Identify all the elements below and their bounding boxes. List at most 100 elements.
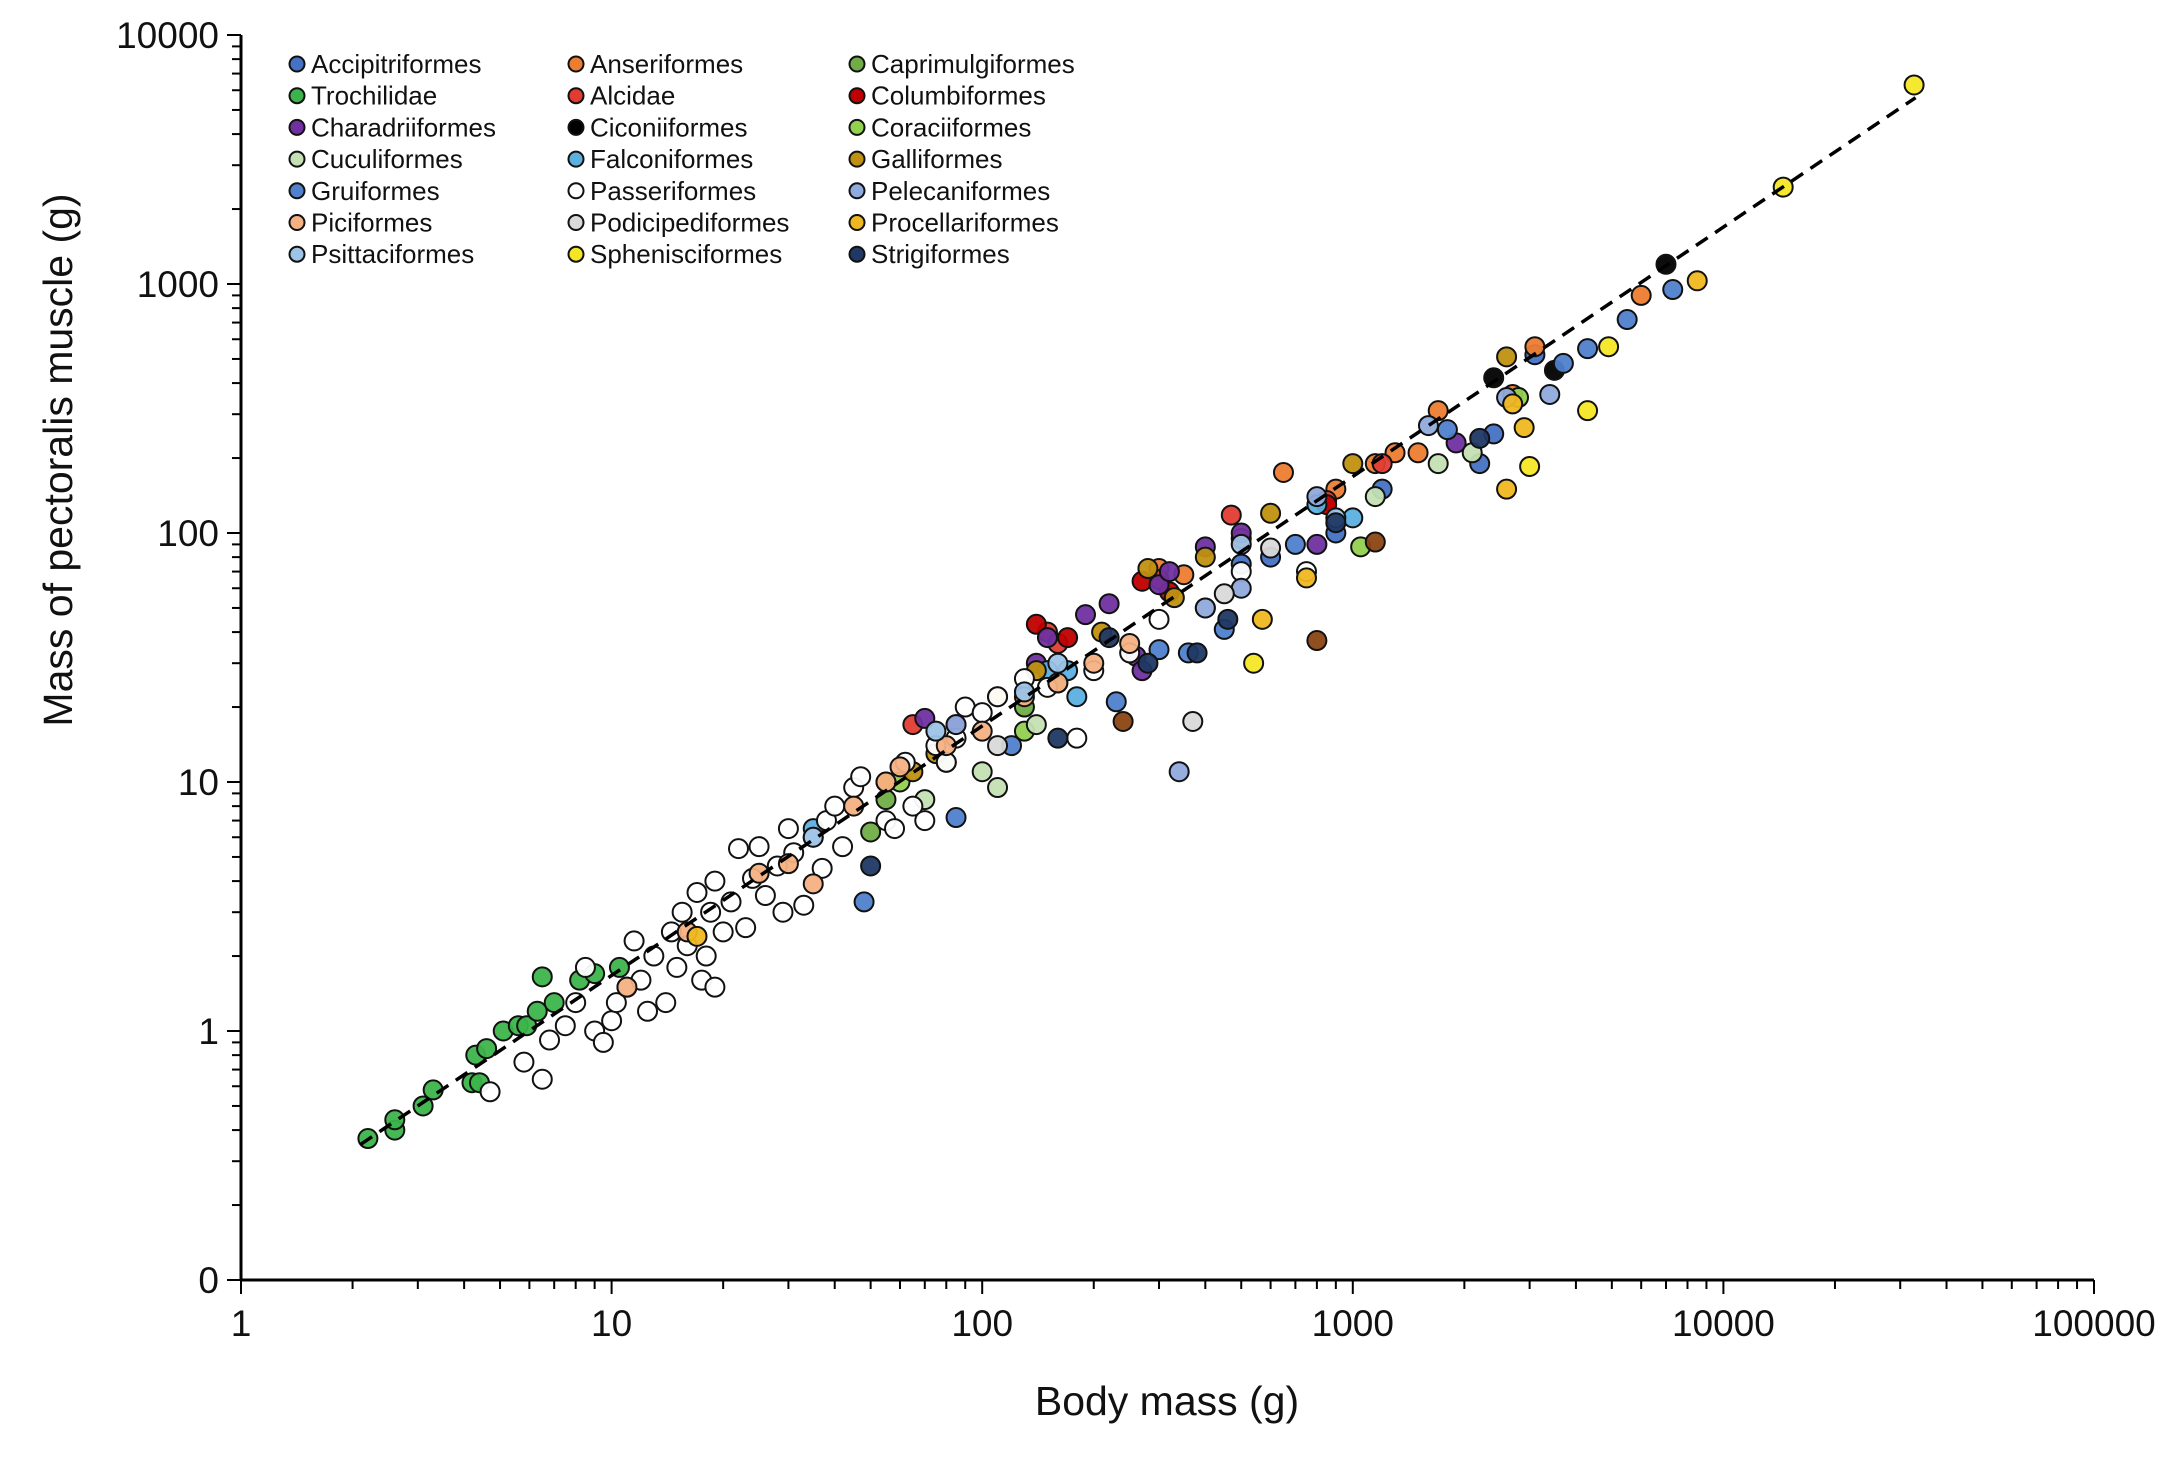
data-point	[712, 921, 734, 943]
legend-item: Strigiformes	[848, 239, 1010, 269]
data-point	[1220, 504, 1242, 526]
legend-label: Strigiformes	[871, 239, 1010, 269]
legend-label: Caprimulgiformes	[871, 49, 1075, 79]
data-point	[616, 976, 638, 998]
data-point	[1496, 346, 1518, 368]
data-point	[1098, 593, 1120, 615]
legend-item: Ciconiiformes	[567, 112, 748, 142]
data-point	[1036, 627, 1058, 649]
legend-item: Charadriiformes	[288, 112, 496, 142]
data-point	[945, 714, 967, 736]
y-tick-label: 1	[198, 1011, 219, 1052]
data-point	[1306, 630, 1328, 652]
data-point	[772, 901, 794, 923]
legend-label: Piciformes	[311, 208, 432, 238]
data-point	[1112, 710, 1134, 732]
legend-item: Passeriformes	[567, 176, 756, 206]
data-point	[476, 1038, 498, 1060]
data-point	[1630, 284, 1652, 306]
series-anseriformes	[1148, 284, 1652, 586]
data-point	[914, 810, 936, 832]
legend-item: Anseriformes	[567, 49, 743, 79]
series-unlabeled	[1112, 531, 1386, 732]
x-tick-label: 100	[951, 1303, 1013, 1344]
legend-item: Gruiformes	[288, 176, 440, 206]
data-point	[666, 956, 688, 978]
data-point	[1066, 727, 1088, 749]
data-point	[987, 686, 1009, 708]
data-point	[875, 789, 897, 811]
legend-item: Accipitriformes	[288, 49, 481, 79]
data-point	[748, 862, 770, 884]
legend-label: Sphenisciformes	[590, 239, 782, 269]
data-point	[1436, 419, 1458, 441]
data-point	[1325, 512, 1347, 534]
data-point	[1217, 608, 1239, 630]
y-tick-label: 10000	[116, 15, 219, 56]
data-point	[832, 836, 854, 858]
legend-marker	[848, 118, 866, 136]
data-points	[357, 74, 1925, 1150]
data-point	[531, 1068, 553, 1090]
data-point	[850, 766, 872, 788]
legend-marker	[567, 245, 585, 263]
data-point	[1364, 531, 1386, 553]
data-point	[853, 891, 875, 913]
legend-marker	[567, 182, 585, 200]
data-point	[637, 1000, 659, 1022]
data-point	[748, 836, 770, 858]
data-point	[1083, 652, 1105, 674]
data-point	[1483, 367, 1505, 389]
data-point	[1158, 561, 1180, 583]
data-point	[971, 702, 993, 724]
legend-label: Falconiformes	[590, 144, 753, 174]
legend-marker	[848, 150, 866, 168]
data-point	[802, 873, 824, 895]
data-point	[1119, 632, 1141, 654]
legend-item: Procellariformes	[848, 208, 1059, 238]
data-point	[1552, 352, 1574, 374]
data-point	[671, 901, 693, 923]
data-point	[592, 1031, 614, 1053]
series-cuculiformes	[914, 442, 1483, 811]
legend-label: Coraciiformes	[871, 112, 1031, 142]
data-point	[1284, 533, 1306, 555]
legend-label: Gruiformes	[311, 176, 440, 206]
data-point	[1163, 587, 1185, 609]
y-tick-label: 0	[198, 1260, 219, 1301]
data-point	[695, 945, 717, 967]
data-point	[1137, 558, 1159, 580]
data-point	[1407, 442, 1429, 464]
data-point	[793, 894, 815, 916]
legend-marker	[288, 87, 306, 105]
data-point	[1598, 336, 1620, 358]
x-tick-label: 10000	[1672, 1303, 1775, 1344]
series-gruiformes	[853, 279, 1684, 913]
data-point	[1577, 338, 1599, 360]
data-point	[1469, 427, 1491, 449]
legend-label: Charadriiformes	[311, 112, 496, 142]
data-point	[686, 881, 708, 903]
data-point	[1662, 279, 1684, 301]
legend-label: Alcidae	[590, 81, 675, 111]
data-point	[605, 992, 627, 1014]
legend-label: Trochilidae	[311, 81, 437, 111]
data-point	[554, 1015, 576, 1037]
legend-label: Galliformes	[871, 144, 1002, 174]
data-point	[1168, 761, 1190, 783]
data-point	[1306, 533, 1328, 555]
legend-label: Procellariformes	[871, 208, 1059, 238]
legend-label: Columbiformes	[871, 81, 1046, 111]
data-point	[565, 992, 587, 1014]
legend-label: Ciconiiformes	[590, 112, 748, 142]
data-point	[1616, 309, 1638, 331]
data-point	[987, 777, 1009, 799]
data-point	[1519, 455, 1541, 477]
series-passeriformes	[479, 561, 1317, 1103]
data-point	[655, 992, 677, 1014]
legend-marker	[288, 214, 306, 231]
data-point	[735, 917, 757, 939]
data-point	[1148, 608, 1170, 630]
series-sphenisciformes	[1243, 74, 1925, 674]
